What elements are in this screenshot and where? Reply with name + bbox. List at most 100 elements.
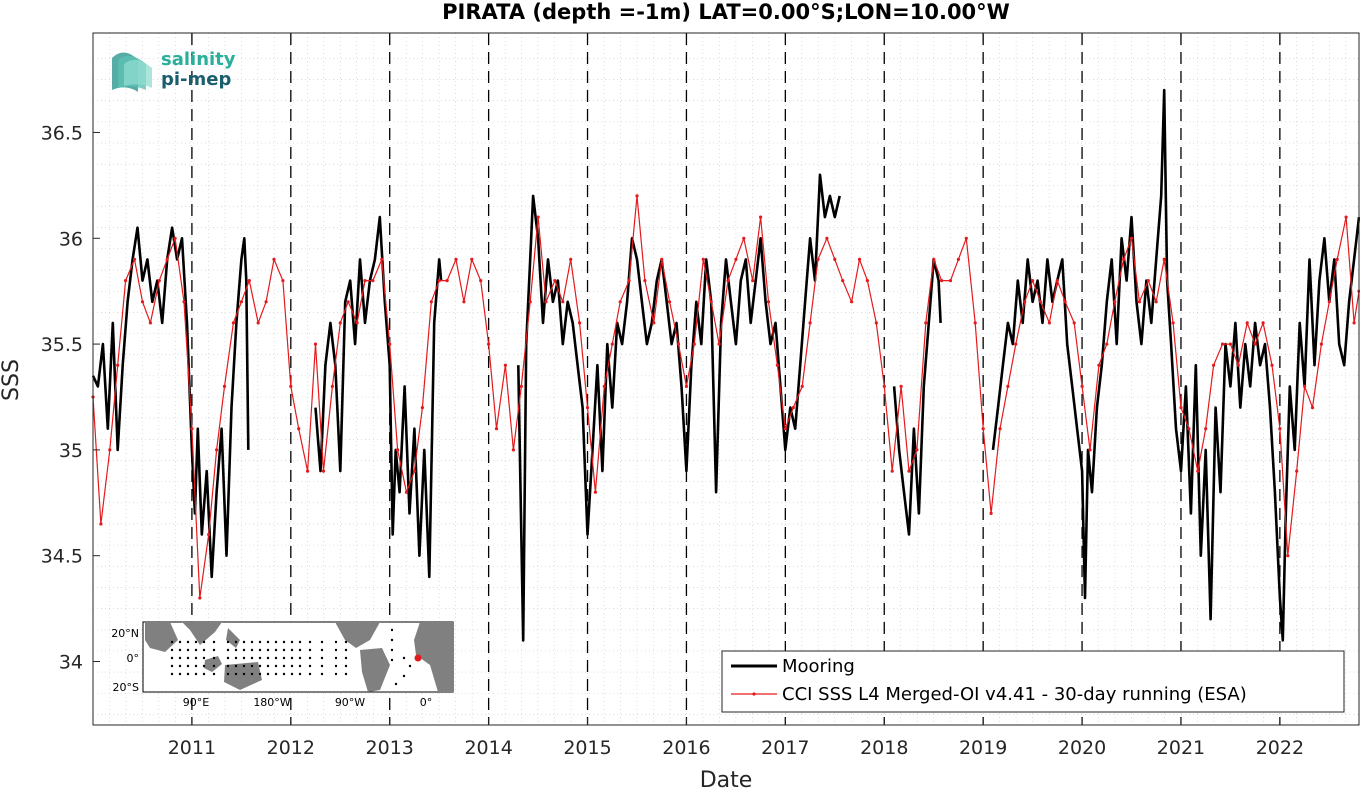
series-cci-point bbox=[775, 363, 780, 367]
series-cci-point bbox=[1319, 342, 1323, 346]
series-cci-point bbox=[190, 427, 194, 431]
mooring-dot bbox=[266, 640, 270, 644]
selected-mooring-marker bbox=[414, 654, 422, 662]
series-cci-point bbox=[791, 406, 795, 410]
mooring-dot bbox=[274, 640, 278, 644]
series-cci-point bbox=[1113, 300, 1117, 304]
series-cci-point bbox=[1295, 469, 1299, 473]
series-cci-point bbox=[709, 300, 713, 304]
x-tick-label: 2022 bbox=[1256, 737, 1304, 759]
x-tick-label: 2021 bbox=[1157, 737, 1205, 759]
mooring-dot bbox=[234, 656, 238, 660]
series-cci-point bbox=[173, 236, 177, 240]
mooring-dot bbox=[212, 656, 216, 660]
mooring-dot bbox=[308, 664, 312, 668]
series-cci-point bbox=[1023, 300, 1027, 304]
series-cci-point bbox=[470, 257, 474, 261]
series-cci-point bbox=[396, 448, 400, 452]
legend-label-mooring: Mooring bbox=[782, 656, 855, 677]
series-cci-point bbox=[380, 257, 384, 261]
series-cci-point bbox=[215, 448, 219, 452]
series-cci-point bbox=[1014, 342, 1018, 346]
y-tick-label: 35 bbox=[59, 440, 83, 462]
series-cci-point bbox=[652, 321, 656, 325]
x-tick-label: 2012 bbox=[267, 737, 315, 759]
mooring-dot bbox=[186, 664, 190, 668]
series-cci-point bbox=[207, 532, 211, 537]
mooring-dot bbox=[234, 640, 238, 644]
series-cci-point bbox=[494, 427, 499, 431]
mooring-array-dots bbox=[170, 628, 412, 686]
logo-line2: pi-mep bbox=[161, 69, 231, 90]
y-tick-label: 34.5 bbox=[41, 546, 83, 568]
x-tick-label: 2019 bbox=[959, 737, 1007, 759]
mooring-dot bbox=[250, 648, 254, 652]
series-cci-point bbox=[857, 257, 862, 261]
series-cci-point bbox=[1097, 363, 1101, 367]
legend: Mooring CCI SSS L4 Merged-OI v4.41 - 30-… bbox=[721, 650, 1345, 713]
series-cci-point bbox=[766, 300, 771, 304]
mooring-dot bbox=[234, 648, 238, 652]
series-layer bbox=[91, 88, 1360, 642]
series-cci-point bbox=[1236, 363, 1240, 367]
mooring-dot bbox=[178, 672, 182, 676]
series-cci-point bbox=[321, 469, 326, 473]
mooring-dot bbox=[170, 672, 174, 676]
mooring-dot bbox=[266, 664, 270, 668]
series-cci-point bbox=[602, 384, 606, 388]
mooring-dot bbox=[320, 640, 324, 644]
series-cci-point bbox=[1137, 300, 1141, 304]
y-axis-label: SSS bbox=[0, 359, 24, 401]
mooring-dot bbox=[202, 640, 206, 644]
series-cci-point bbox=[932, 257, 936, 261]
series-cci-point bbox=[561, 300, 565, 304]
mooring-dot bbox=[334, 640, 338, 644]
series-cci-point bbox=[338, 321, 342, 325]
series-cci-point bbox=[346, 300, 350, 304]
series-cci-point bbox=[915, 448, 919, 452]
series-cci-point bbox=[289, 384, 293, 388]
mooring-dot bbox=[212, 640, 216, 644]
series-cci-point bbox=[116, 363, 120, 367]
x-tick-label: 2017 bbox=[761, 737, 809, 759]
series-cci-point bbox=[429, 300, 433, 304]
series-cci-point bbox=[330, 384, 334, 388]
series-cci-point bbox=[751, 279, 755, 283]
series-cci-point bbox=[676, 342, 681, 346]
series-cci-point bbox=[998, 427, 1002, 431]
mooring-dot bbox=[250, 656, 254, 660]
series-cci-point bbox=[1327, 300, 1331, 304]
mooring-dot bbox=[202, 656, 206, 660]
mooring-dot bbox=[212, 664, 216, 668]
mooring-dot bbox=[170, 648, 174, 652]
series-cci-point bbox=[1286, 554, 1290, 558]
inset-lat-label: 20°S bbox=[113, 681, 139, 694]
mooring-dot bbox=[202, 672, 206, 676]
mooring-dot bbox=[298, 664, 302, 668]
inset-map: 20°N 0° 20°S 90°E 180°W 90°W 0° bbox=[111, 621, 454, 709]
series-cci-point bbox=[948, 279, 953, 283]
series-cci-point bbox=[462, 300, 466, 304]
mooring-dot bbox=[258, 664, 262, 668]
plot-frame bbox=[92, 32, 1360, 726]
mooring-dot bbox=[320, 656, 324, 660]
mooring-dot bbox=[186, 672, 190, 676]
series-cci-point bbox=[1055, 279, 1059, 283]
series-cci-point bbox=[1080, 384, 1084, 388]
series-cci-point bbox=[973, 321, 977, 325]
series-cci-point bbox=[165, 257, 169, 261]
series-cci-point bbox=[99, 522, 103, 526]
series-cci-point bbox=[479, 279, 483, 283]
mooring-dot bbox=[258, 648, 262, 652]
series-cci-point bbox=[850, 300, 854, 304]
mooring-dot bbox=[242, 664, 246, 668]
x-tick-label: 2014 bbox=[464, 737, 512, 759]
series-cci-point bbox=[445, 279, 449, 283]
series-cci-point bbox=[1228, 342, 1232, 346]
series-cci-point bbox=[635, 194, 639, 198]
series-cci-point bbox=[313, 342, 318, 346]
mooring-dot bbox=[344, 648, 348, 652]
series-cci-point bbox=[511, 448, 515, 452]
mooring-dot bbox=[402, 656, 406, 660]
series-cci-point bbox=[1122, 257, 1126, 261]
